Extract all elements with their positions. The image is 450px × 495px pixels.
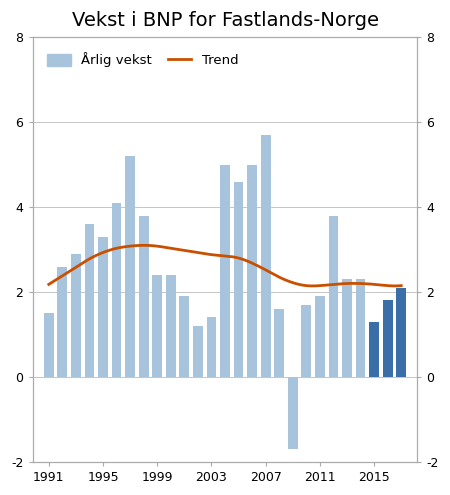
Bar <box>139 215 148 377</box>
Bar <box>193 326 203 377</box>
Bar <box>247 165 257 377</box>
Bar <box>369 322 379 377</box>
Bar <box>112 203 122 377</box>
Bar <box>220 165 230 377</box>
Bar <box>261 135 270 377</box>
Bar <box>44 313 54 377</box>
Bar <box>315 296 325 377</box>
Bar <box>328 215 338 377</box>
Bar <box>342 279 352 377</box>
Bar <box>383 300 392 377</box>
Title: Vekst i BNP for Fastlands-Norge: Vekst i BNP for Fastlands-Norge <box>72 11 378 30</box>
Bar <box>274 309 284 377</box>
Bar <box>153 275 162 377</box>
Bar <box>356 279 365 377</box>
Bar <box>125 156 135 377</box>
Bar <box>207 317 216 377</box>
Bar <box>396 288 406 377</box>
Bar <box>180 296 189 377</box>
Bar <box>58 266 67 377</box>
Bar <box>98 237 108 377</box>
Bar <box>166 275 176 377</box>
Legend: Årlig vekst, Trend: Årlig vekst, Trend <box>47 52 238 67</box>
Bar <box>85 224 94 377</box>
Bar <box>71 254 81 377</box>
Bar <box>302 305 311 377</box>
Bar <box>288 377 297 449</box>
Bar <box>234 182 243 377</box>
